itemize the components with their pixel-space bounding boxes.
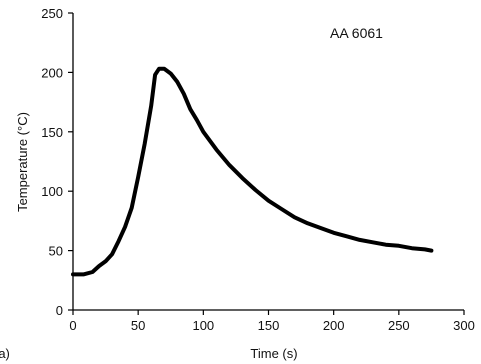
labels: AA 6061 Time (s) Temperature (°C) (a) (0, 25, 383, 361)
annotation-label: AA 6061 (330, 25, 383, 41)
x-tick-label: 50 (131, 318, 145, 333)
y-tick-label: 150 (41, 125, 63, 140)
y-tick-label: 50 (49, 244, 63, 259)
y-axis-title: Temperature (°C) (15, 112, 30, 212)
x-tick-label: 100 (192, 318, 214, 333)
x-tick-label: 300 (453, 318, 475, 333)
x-tick-label: 250 (388, 318, 410, 333)
x-tick-label: 0 (69, 318, 76, 333)
y-tick-label: 200 (41, 65, 63, 80)
y-tick-label: 0 (56, 303, 63, 318)
y-tick-label: 250 (41, 6, 63, 21)
y-tick-label: 100 (41, 184, 63, 199)
x-axis-title: Time (s) (250, 346, 297, 361)
x-tick-label: 200 (323, 318, 345, 333)
panel-label: (a) (0, 346, 10, 361)
series-line-0 (71, 66, 434, 277)
axes: 0 50 100 150 200 250 0 50 100 150 200 250 300 (41, 6, 475, 333)
x-tick-label: 150 (258, 318, 280, 333)
series-layer (71, 66, 434, 277)
